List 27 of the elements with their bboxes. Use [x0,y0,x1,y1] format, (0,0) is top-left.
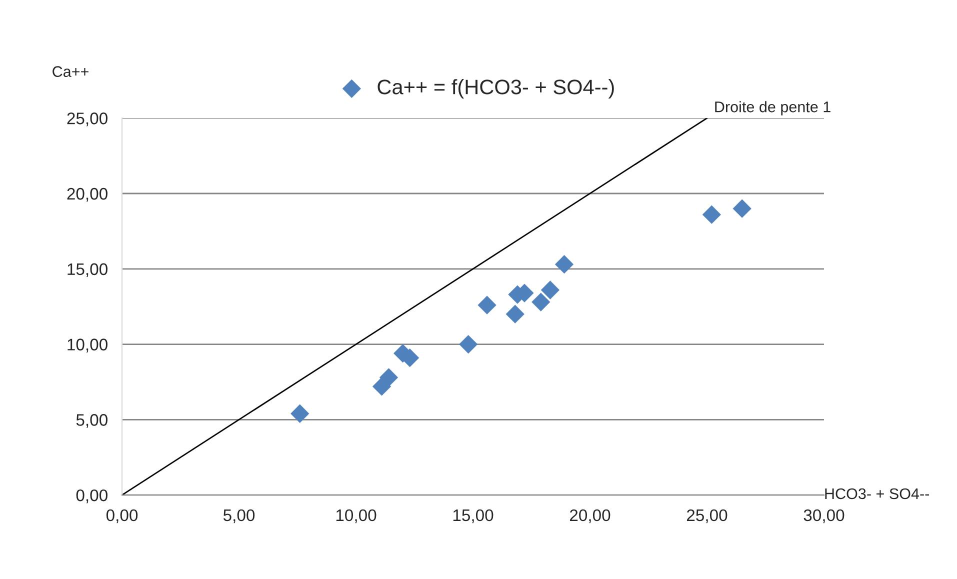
point [459,334,478,354]
point [540,280,560,300]
x-tick-label: 15,00 [453,509,494,524]
y-axis-title: Ca++ [52,66,88,77]
point [290,404,310,423]
series-label: Droite de pente 1 [715,101,830,116]
y-tick-label: 5,00 [76,414,108,428]
legend-label: Ca++ = f(HCO3- + SO4--) [378,79,614,98]
point [532,292,550,312]
y-tick-label: 15,00 [68,263,108,278]
x-tick-label: 10,00 [336,509,376,524]
y-tick-label: 25,00 [67,112,108,126]
x-tick-label: 0,00 [106,509,138,524]
x-tick-label: 30,00 [804,509,844,524]
x-axis-title: HCO3- + SO4-- [825,488,929,500]
point [732,199,752,218]
point [478,296,496,314]
point [379,368,398,387]
x-tick-label: 25,00 [686,509,728,524]
point [554,255,574,274]
point [506,304,524,324]
y-tick-label: 0,00 [76,489,108,504]
y-tick-label: 10,00 [68,338,108,352]
point [702,205,721,224]
y-tick-label: 20,00 [67,188,108,202]
x-tick-label: 20,00 [570,509,610,524]
x-tick-label: 5,00 [223,509,255,524]
